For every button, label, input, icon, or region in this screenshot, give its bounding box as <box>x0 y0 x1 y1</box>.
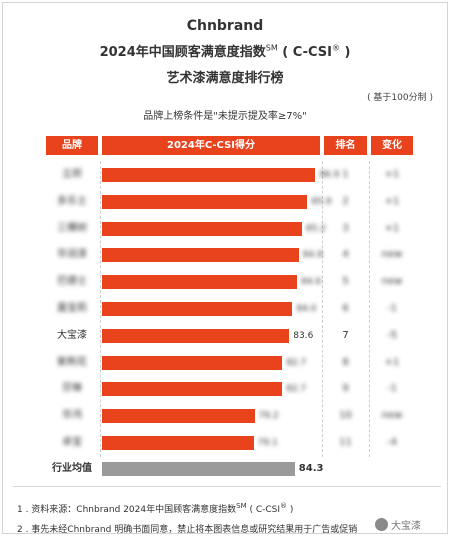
brand-row: 嘉宝莉 84.0 6 -1 <box>46 299 413 319</box>
rank-value: 11 <box>339 437 352 448</box>
column-header-rank: 排名 <box>324 136 367 155</box>
score-value-label: 84.8 <box>302 250 323 261</box>
brand-name: 立邦 <box>62 169 82 180</box>
rank-value: 6 <box>342 303 349 314</box>
footnote-reg-mark: ® <box>280 502 288 510</box>
change-value: -4 <box>387 437 397 448</box>
score-bar <box>102 248 299 263</box>
footnote-source-text: 1 . 资料来源：Chnbrand 2024年中国顾客满意度指数 <box>17 505 237 515</box>
industry-average-bar <box>102 462 295 476</box>
score-basis-note: ( 基于100分制 ) <box>367 93 433 103</box>
rank-value: 10 <box>339 410 352 422</box>
rank-value: 9 <box>342 383 349 395</box>
brand-row: 华鸿 79.2 10 new <box>46 406 413 426</box>
score-value-label: 83.6 <box>293 330 314 341</box>
brand-name: 芬琳 <box>62 383 82 395</box>
brand-name: 华润漆 <box>57 249 87 261</box>
brand-name: 嘉宝莉 <box>57 303 87 314</box>
change-value: -1 <box>387 383 397 395</box>
score-bar <box>102 168 316 182</box>
column-header-brand: 品牌 <box>46 136 98 155</box>
change-value: new <box>381 410 403 422</box>
change-value: +1 <box>384 195 400 207</box>
chart-title-line1: 2024年中国顾客满意度指数SM ( C-CSI® ) <box>3 41 447 60</box>
brand-row: 巴德士 84.6 5 new <box>46 272 413 292</box>
change-value: new <box>381 276 403 288</box>
score-value-label: 86.9 <box>319 170 340 180</box>
brand-row: 紫荆花 82.7 8 +1 <box>46 353 413 373</box>
score-value-label: 82.7 <box>286 357 307 368</box>
score-value-label: 85.9 <box>311 196 332 207</box>
change-value: +1 <box>384 169 400 180</box>
score-bar <box>102 328 290 343</box>
change-value: -5 <box>387 329 397 341</box>
brand-name: 卓宝 <box>62 437 82 448</box>
title-reg-mark: ® <box>331 43 340 53</box>
brand-name: 大宝漆 <box>57 329 87 341</box>
rank-value: 7 <box>342 329 349 341</box>
score-value-label: 84.0 <box>296 304 317 314</box>
title-sm-mark: SM <box>265 43 278 53</box>
brand-row: 立邦 86.9 1 +1 <box>46 165 413 185</box>
score-bar <box>102 194 308 209</box>
watermark-text: 大宝漆 <box>391 521 421 532</box>
brand-row: 卓宝 79.1 11 -4 <box>46 433 413 453</box>
footnote-copyright: 2 . 事先未经Chnbrand 明确书面同意，禁止将本图表信息或研究结果用于广… <box>17 525 358 535</box>
score-value-label: 84.3 <box>298 463 324 474</box>
change-value: new <box>381 249 403 261</box>
brand-row: 多乐士 85.9 2 +1 <box>46 192 413 212</box>
column-separator <box>322 161 323 457</box>
brand-name: 巴德士 <box>57 276 87 288</box>
industry-average-row: 行业均值 84.3 <box>46 459 413 479</box>
score-bar <box>102 302 293 316</box>
wechat-icon <box>375 518 388 531</box>
score-value-label: 79.2 <box>258 411 279 422</box>
footnote-sm-mark: SM <box>236 502 247 510</box>
change-value: +1 <box>384 222 400 234</box>
change-value: +1 <box>384 356 400 368</box>
brand-row: 大宝漆 83.6 7 -5 <box>46 326 413 346</box>
footnote-close-paren: ) <box>287 505 294 515</box>
column-separator <box>369 161 370 457</box>
title-close-paren: ) <box>339 45 351 60</box>
rank-value: 4 <box>342 249 349 261</box>
chart-title-line2: 艺术漆满意度排行榜 <box>166 71 284 86</box>
footer-divider <box>13 486 441 487</box>
rank-value: 5 <box>342 276 349 288</box>
title-index-name: 2024年中国顾客满意度指数 <box>99 45 266 60</box>
brand-name: 三棵树 <box>57 222 87 234</box>
score-value-label: 85.2 <box>305 223 326 234</box>
brand-name: 紫荆花 <box>57 356 87 368</box>
brand-row: 芬琳 82.7 9 -1 <box>46 379 413 399</box>
change-value: -1 <box>387 303 397 314</box>
listing-condition: 品牌上榜条件是"未提示提及率≥7%" <box>143 111 307 122</box>
score-bar <box>102 409 255 424</box>
rank-value: 1 <box>342 169 349 180</box>
industry-average-label: 行业均值 <box>52 463 92 474</box>
watermark: 大宝漆 <box>375 517 421 532</box>
brand-name: 华鸿 <box>62 410 82 422</box>
score-bar <box>102 275 298 290</box>
score-bar <box>102 355 283 370</box>
footnote-code: ( C-CSI <box>249 505 281 515</box>
rank-value: 2 <box>342 195 349 207</box>
score-value-label: 84.6 <box>301 277 322 288</box>
column-separator <box>100 161 101 457</box>
column-header-change: 变化 <box>371 136 413 155</box>
column-header-score: 2024年C-CSI得分 <box>102 136 320 155</box>
brand-row: 三棵树 85.2 3 +1 <box>46 219 413 239</box>
rank-value: 3 <box>342 222 349 234</box>
title-code: ( C-CSI <box>282 45 332 60</box>
brand-row: 华润漆 84.8 4 new <box>46 245 413 265</box>
score-bar <box>102 382 283 397</box>
score-bar <box>102 436 254 450</box>
rank-value: 8 <box>342 356 349 368</box>
score-value-label: 79.1 <box>257 438 278 448</box>
score-bar <box>102 221 302 236</box>
brand-name: 多乐士 <box>57 195 87 207</box>
footnote-source: 1 . 资料来源：Chnbrand 2024年中国顾客满意度指数SM ( C-C… <box>17 502 293 515</box>
score-value-label: 82.7 <box>286 384 307 395</box>
chnbrand-title: Chnbrand <box>186 18 264 34</box>
